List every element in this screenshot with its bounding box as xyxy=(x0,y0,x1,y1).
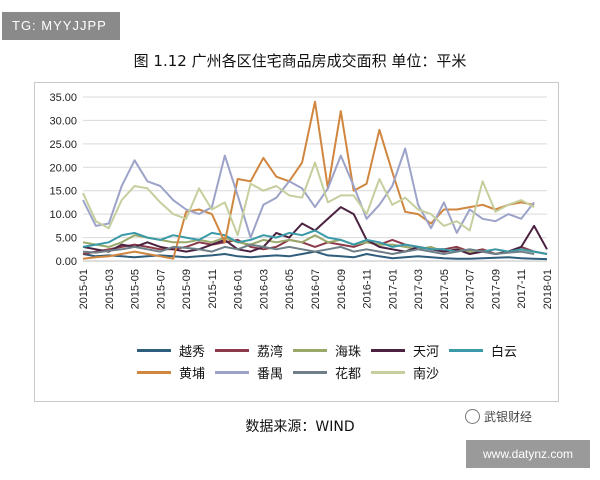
x-tick-label: 2017-11 xyxy=(516,269,528,309)
y-tick-label: 10.00 xyxy=(49,209,77,221)
x-tick-label: 2015-07 xyxy=(155,269,167,309)
x-tick-label: 2016-05 xyxy=(284,269,296,309)
line-chart: 0.00 5.00 10.00 15.00 20.00 25.00 30.00 35.00 20… xyxy=(49,92,554,309)
x-tick-label: 2016-01 xyxy=(233,269,245,309)
legend-item: 海珠 xyxy=(293,341,361,360)
legend-item: 花都 xyxy=(293,363,361,382)
legend-label: 花都 xyxy=(335,367,362,382)
x-tick-label: 2017-07 xyxy=(465,269,477,309)
x-tick-label: 2015-11 xyxy=(207,269,219,309)
brand-icon xyxy=(465,409,480,424)
series-line-番禺 xyxy=(82,147,535,239)
legend-item: 黄埔 xyxy=(137,363,205,382)
y-tick-label: 35.00 xyxy=(49,92,77,104)
brand-name: 武银财经 xyxy=(484,410,533,424)
legend-item: 荔湾 xyxy=(215,341,283,360)
legend-swatch xyxy=(137,371,171,374)
legend-swatch xyxy=(293,349,327,352)
legend-item: 天河 xyxy=(371,341,439,360)
legend-item: 番禺 xyxy=(215,363,283,382)
y-tick-label: 30.00 xyxy=(49,115,77,127)
y-tick-label: 15.00 xyxy=(49,186,77,198)
x-tick-label: 2016-07 xyxy=(310,269,322,309)
series-line-南沙 xyxy=(82,161,535,237)
x-tick-label: 2017-01 xyxy=(387,269,399,309)
y-tick-label: 0.00 xyxy=(56,256,77,268)
data-source-note: 数据来源：WIND xyxy=(245,419,355,435)
x-tick-label: 2017-03 xyxy=(413,269,425,309)
series-line-花都 xyxy=(82,243,535,255)
legend-swatch xyxy=(371,371,405,374)
legend-swatch xyxy=(215,349,249,352)
chart-caption: 图 1.12 广州各区住宅商品房成交面积 单位：平米 xyxy=(133,52,467,70)
x-tick-label: 2017-09 xyxy=(490,269,502,309)
legend-label: 荔湾 xyxy=(257,345,284,360)
x-tick-label: 2015-05 xyxy=(130,269,142,309)
legend-swatch xyxy=(137,349,171,352)
y-tick-label: 5.00 xyxy=(56,233,77,245)
x-tick-label: 2015-03 xyxy=(104,269,116,309)
legend-label: 南沙 xyxy=(413,367,440,382)
legend-label: 番禺 xyxy=(257,367,284,382)
legend-swatch xyxy=(449,349,483,352)
legend-label: 天河 xyxy=(413,345,440,360)
legend-swatch xyxy=(371,349,405,352)
chart-frame: 0.00 5.00 10.00 15.00 20.00 25.00 30.00 35.00 20… xyxy=(34,82,559,402)
x-tick-label: 2016-03 xyxy=(258,269,270,309)
legend-label: 黄埔 xyxy=(179,367,206,382)
legend-item: 越秀 xyxy=(137,341,205,360)
x-tick-label: 2015-01 xyxy=(78,269,90,309)
y-tick-label: 25.00 xyxy=(49,139,77,151)
x-tick-label: 2016-11 xyxy=(362,269,374,309)
brand-mark: 武银财经 xyxy=(465,408,532,425)
legend-label: 白云 xyxy=(491,345,518,360)
x-tick-label: 2015-09 xyxy=(181,269,193,309)
watermark-bottom: www.datynz.com xyxy=(466,440,590,468)
legend-item: 白云 xyxy=(449,341,517,360)
y-tick-label: 20.00 xyxy=(49,162,77,174)
series-line-黄埔 xyxy=(82,100,535,260)
legend-label: 海珠 xyxy=(335,345,362,360)
watermark-top: TG: MYYJJPP xyxy=(2,12,120,40)
x-tick-label: 2016-09 xyxy=(336,269,348,309)
legend-item: 南沙 xyxy=(371,363,439,382)
legend-swatch xyxy=(293,371,327,374)
x-tick-label: 2018-01 xyxy=(542,269,554,309)
x-tick-label: 2017-05 xyxy=(439,269,451,309)
legend-label: 越秀 xyxy=(179,345,206,360)
legend-swatch xyxy=(215,371,249,374)
